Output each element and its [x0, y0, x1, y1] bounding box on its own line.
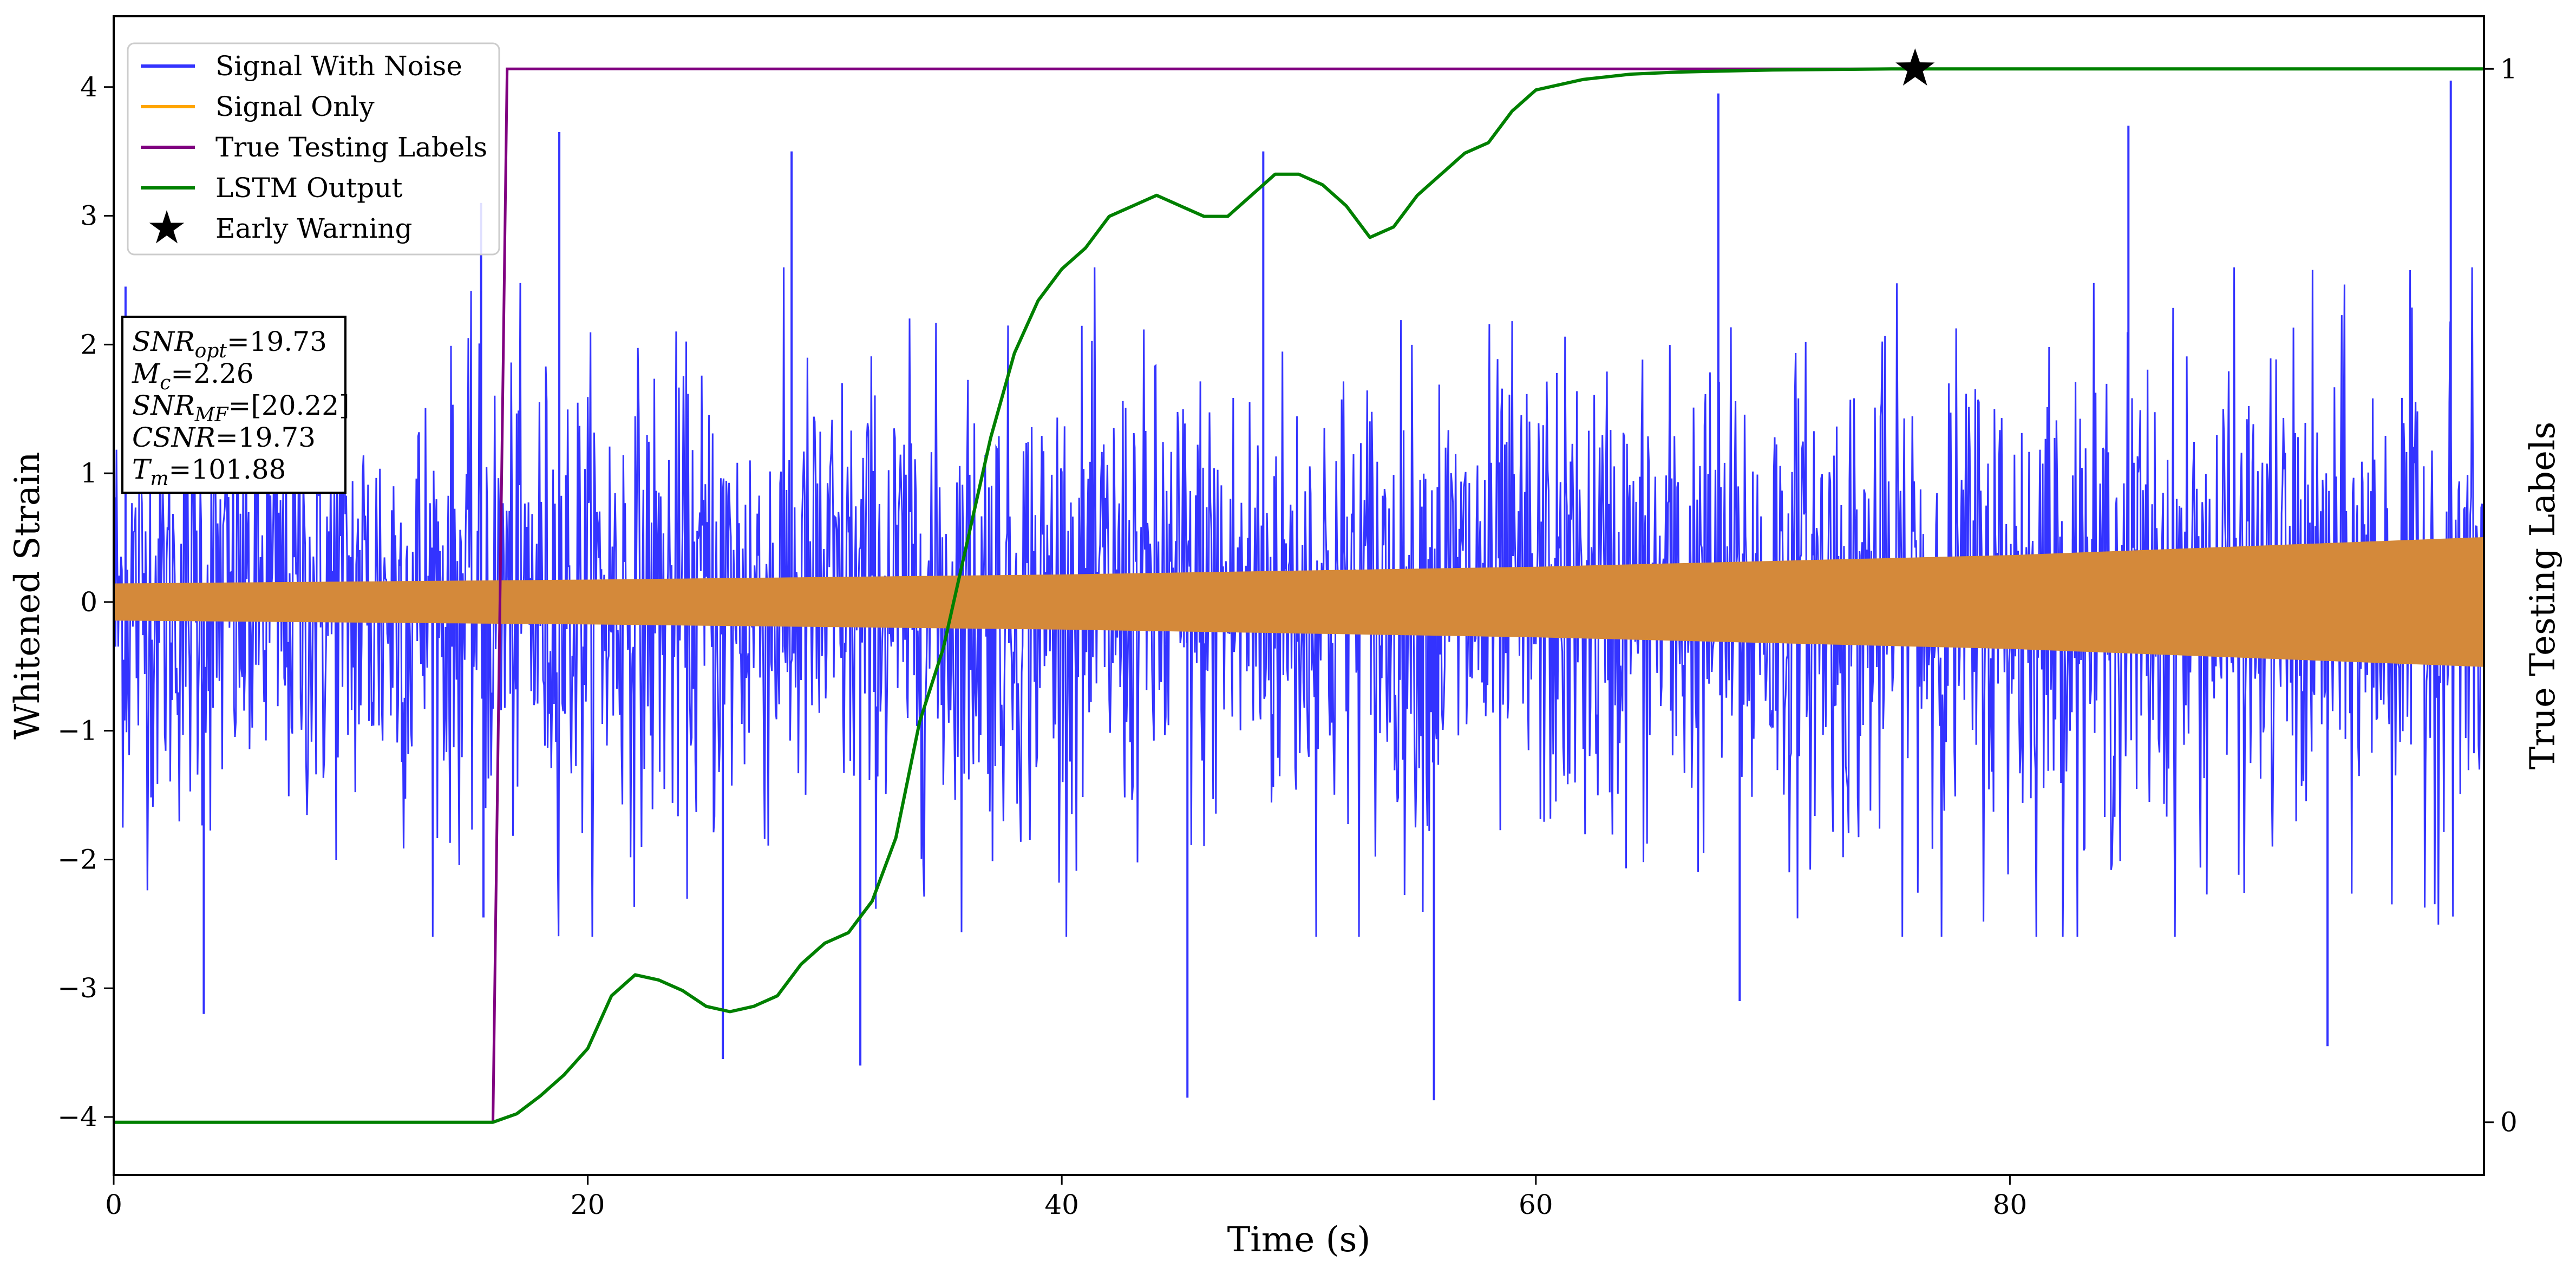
x-tick-label: 60 — [1519, 1189, 1553, 1220]
y-tick-label: −3 — [57, 972, 97, 1004]
signal-only-band — [114, 537, 2484, 667]
info-line: CSNR=19.73 — [132, 422, 316, 453]
x-tick-label: 20 — [571, 1189, 605, 1220]
legend-label: LSTM Output — [215, 172, 402, 204]
y-tick-label: 2 — [80, 329, 97, 360]
info-box: SNRopt=19.73Mc=2.26SNRMF=[20.22]CSNR=19.… — [121, 316, 350, 494]
legend-star-marker — [149, 210, 185, 244]
plot-frame — [113, 15, 2485, 1176]
legend: Signal With Noise Signal Only True Testing… — [127, 42, 500, 256]
y2-tick-label: 1 — [2500, 53, 2518, 84]
legend-label: True Testing Labels — [215, 132, 487, 163]
info-line: Mc=2.26 — [132, 358, 254, 394]
y-tick-label: 0 — [80, 586, 97, 618]
legend-label: Signal Only — [215, 91, 375, 122]
x-tick-label: 80 — [1993, 1189, 2028, 1220]
x-tick-label: 0 — [105, 1189, 122, 1220]
legend-label: Early Warning — [215, 213, 413, 244]
legend-frame — [127, 42, 500, 256]
info-line: SNRopt=19.73 — [132, 326, 327, 362]
y-tick-label: −1 — [57, 715, 97, 747]
y-tick-label: 1 — [80, 458, 97, 489]
y2-axis-label: True Testing Labels — [2523, 422, 2563, 770]
series-layer — [114, 67, 2484, 1124]
y-tick-label: −4 — [57, 1101, 97, 1133]
info-line: Tm=101.88 — [132, 454, 286, 490]
lstm-line — [114, 67, 2484, 1124]
y-tick-label: −2 — [57, 844, 97, 875]
y-tick-label: 3 — [80, 200, 97, 232]
info-box-frame — [121, 316, 346, 494]
y2-tick-label: 0 — [2500, 1107, 2518, 1138]
x-tick-label: 40 — [1044, 1189, 1079, 1220]
x-axis-label: Time (s) — [1227, 1220, 1371, 1260]
legend-label: Signal With Noise — [215, 50, 462, 82]
info-line: SNRMF=[20.22] — [132, 390, 350, 426]
y-tick-label: 4 — [80, 71, 97, 103]
early-warning-star — [1895, 48, 1935, 86]
y-axis-label: Whitened Strain — [8, 452, 48, 739]
